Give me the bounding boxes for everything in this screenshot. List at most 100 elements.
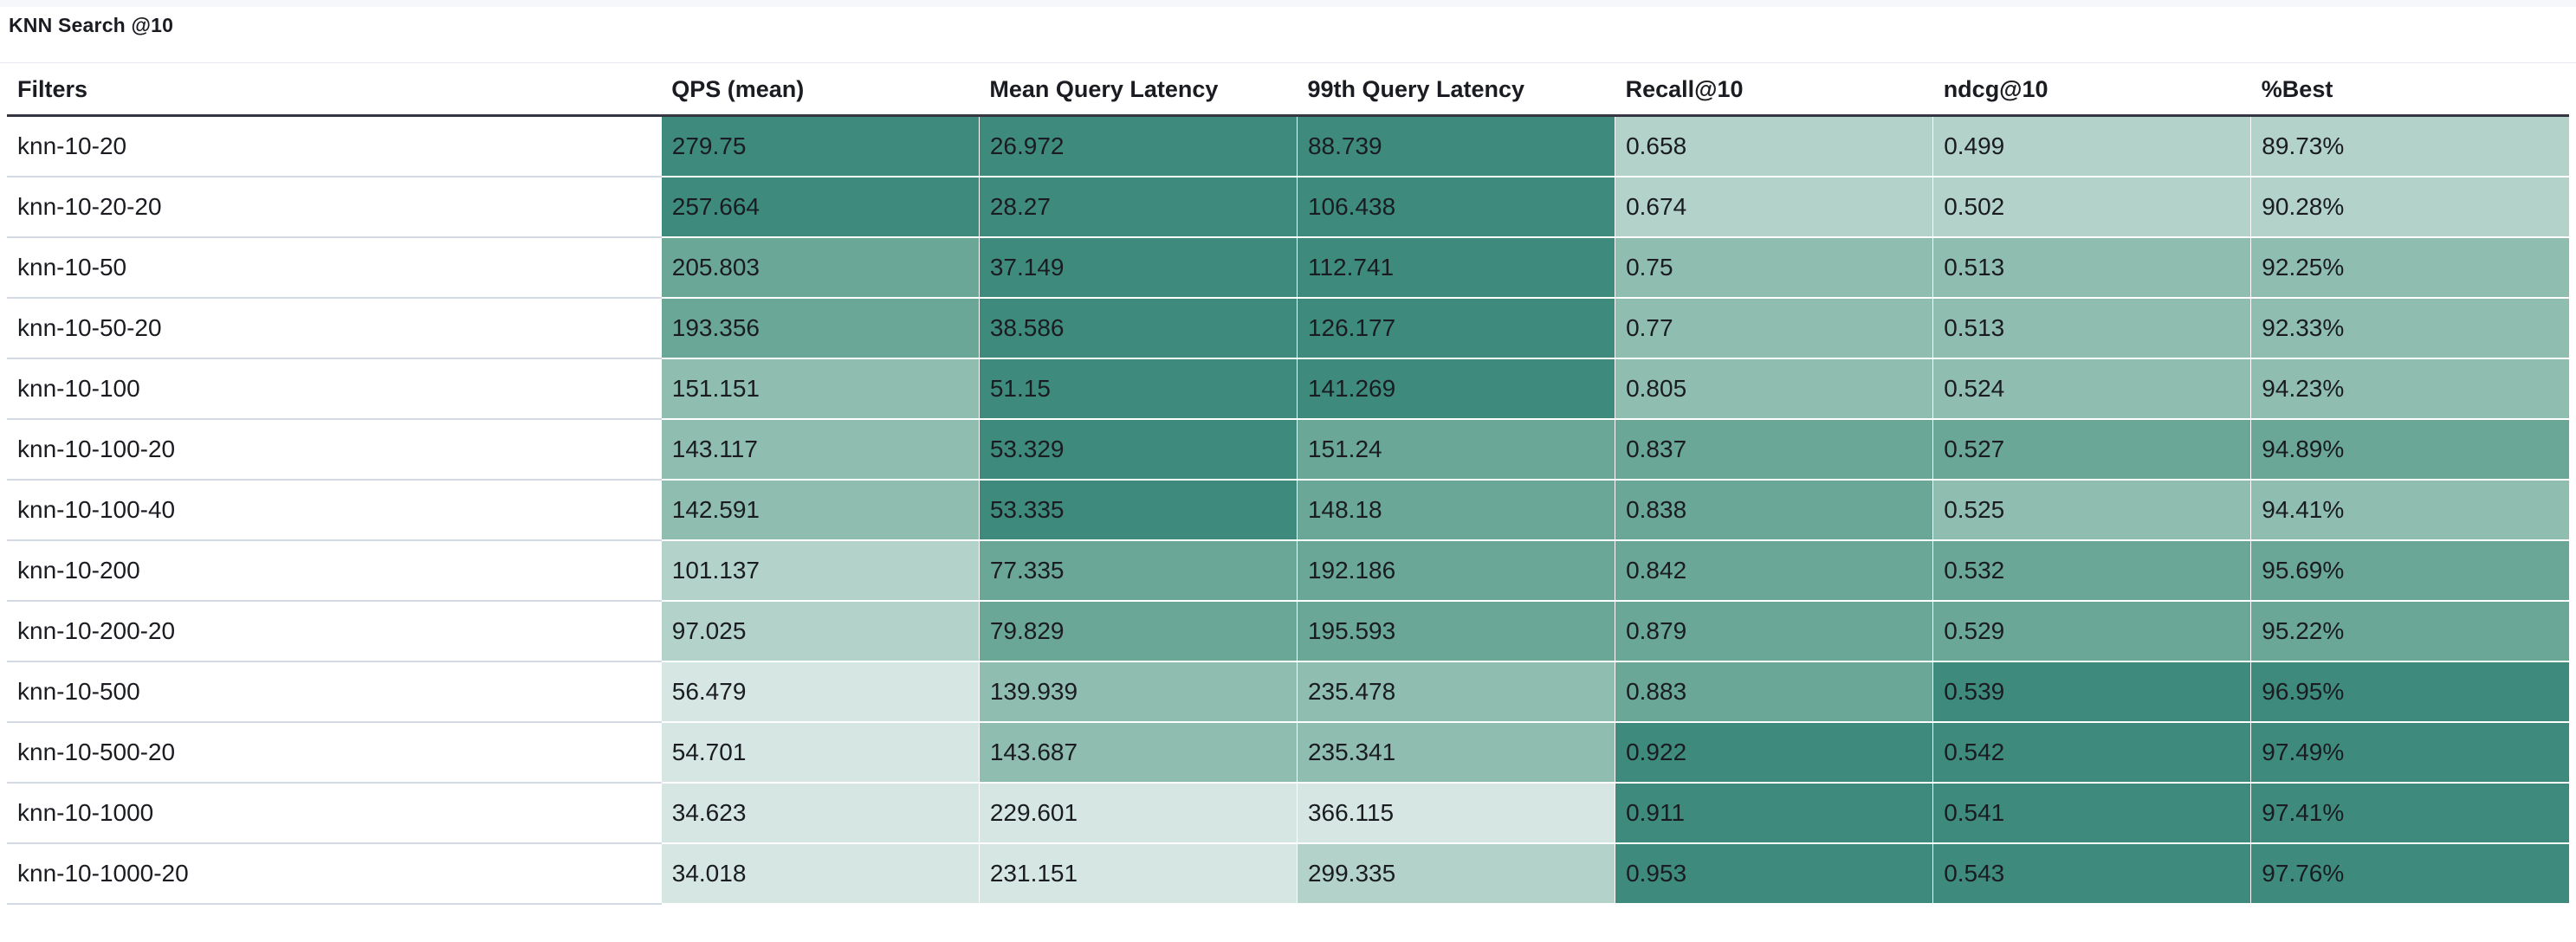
knn-results-table: Filters QPS (mean) Mean Query Latency 99… xyxy=(7,64,2569,905)
filter-name-cell: knn-10-500-20 xyxy=(7,721,662,784)
recall-at-10-cell: 0.658 xyxy=(1615,115,1933,177)
filter-name-cell: knn-10-100 xyxy=(7,358,662,420)
recall-at-10-cell: 0.922 xyxy=(1615,721,1933,784)
99th-query-latency-cell: 366.115 xyxy=(1296,782,1615,844)
qps-mean-cell: 205.803 xyxy=(660,236,980,299)
ndcg-at-10-cell: 0.539 xyxy=(1932,661,2251,723)
table-row: knn-10-100 151.151 51.15 141.269 0.805 0.524 9… xyxy=(7,358,2569,420)
percent-best-cell: 89.73% xyxy=(2250,115,2569,177)
filter-name-cell: knn-10-1000-20 xyxy=(7,842,662,905)
mean-query-latency-cell: 38.586 xyxy=(978,297,1298,359)
column-header-99th-query-latency[interactable]: 99th Query Latency xyxy=(1297,64,1615,117)
column-header-mean-query-latency[interactable]: Mean Query Latency xyxy=(979,64,1298,117)
ndcg-at-10-cell: 0.541 xyxy=(1932,782,2251,844)
column-header-recall-at-10[interactable]: Recall@10 xyxy=(1615,64,1933,117)
table-row: knn-10-1000 34.623 229.601 366.115 0.911 0.54… xyxy=(7,782,2569,844)
ndcg-at-10-cell: 0.532 xyxy=(1932,539,2251,602)
99th-query-latency-cell: 148.18 xyxy=(1296,479,1615,541)
mean-query-latency-cell: 53.335 xyxy=(978,479,1298,541)
table-row: knn-10-200 101.137 77.335 192.186 0.842 0.532… xyxy=(7,539,2569,602)
percent-best-cell: 95.69% xyxy=(2250,539,2569,602)
recall-at-10-cell: 0.953 xyxy=(1615,842,1933,905)
qps-mean-cell: 34.623 xyxy=(660,782,980,844)
qps-mean-cell: 34.018 xyxy=(660,842,980,905)
ndcg-at-10-cell: 0.524 xyxy=(1932,358,2251,420)
table-row: knn-10-20-20 257.664 28.27 106.438 0.674 0.50… xyxy=(7,176,2569,238)
table-row: knn-10-200-20 97.025 79.829 195.593 0.879 0.5… xyxy=(7,600,2569,662)
percent-best-cell: 92.33% xyxy=(2250,297,2569,359)
table-row: knn-10-100-40 142.591 53.335 148.18 0.838 0.5… xyxy=(7,479,2569,541)
recall-at-10-cell: 0.77 xyxy=(1615,297,1933,359)
table-body: knn-10-20 279.75 26.972 88.739 0.658 0.499 89.… xyxy=(7,115,2569,905)
table-row: knn-10-1000-20 34.018 231.151 299.335 0.953 0… xyxy=(7,842,2569,905)
99th-query-latency-cell: 151.24 xyxy=(1296,418,1615,481)
99th-query-latency-cell: 126.177 xyxy=(1296,297,1615,359)
qps-mean-cell: 101.137 xyxy=(660,539,980,602)
filter-name-cell: knn-10-500 xyxy=(7,661,662,723)
qps-mean-cell: 257.664 xyxy=(660,176,980,238)
filter-name-cell: knn-10-200 xyxy=(7,539,662,602)
table-row: knn-10-50-20 193.356 38.586 126.177 0.77 0.51… xyxy=(7,297,2569,359)
99th-query-latency-cell: 106.438 xyxy=(1296,176,1615,238)
recall-at-10-cell: 0.838 xyxy=(1615,479,1933,541)
mean-query-latency-cell: 77.335 xyxy=(978,539,1298,602)
qps-mean-cell: 97.025 xyxy=(660,600,980,662)
recall-at-10-cell: 0.883 xyxy=(1615,661,1933,723)
ndcg-at-10-cell: 0.513 xyxy=(1932,236,2251,299)
percent-best-cell: 96.95% xyxy=(2250,661,2569,723)
qps-mean-cell: 143.117 xyxy=(660,418,980,481)
99th-query-latency-cell: 112.741 xyxy=(1296,236,1615,299)
percent-best-cell: 95.22% xyxy=(2250,600,2569,662)
recall-at-10-cell: 0.837 xyxy=(1615,418,1933,481)
column-header-qps-mean[interactable]: QPS (mean) xyxy=(661,64,980,117)
mean-query-latency-cell: 37.149 xyxy=(978,236,1298,299)
recall-at-10-cell: 0.674 xyxy=(1615,176,1933,238)
percent-best-cell: 92.25% xyxy=(2250,236,2569,299)
99th-query-latency-cell: 235.341 xyxy=(1296,721,1615,784)
mean-query-latency-cell: 231.151 xyxy=(978,842,1298,905)
table-row: knn-10-20 279.75 26.972 88.739 0.658 0.499 89.… xyxy=(7,115,2569,177)
mean-query-latency-cell: 143.687 xyxy=(978,721,1298,784)
mean-query-latency-cell: 53.329 xyxy=(978,418,1298,481)
filter-name-cell: knn-10-20 xyxy=(7,115,662,177)
percent-best-cell: 94.89% xyxy=(2250,418,2569,481)
filter-name-cell: knn-10-100-20 xyxy=(7,418,662,481)
recall-at-10-cell: 0.75 xyxy=(1615,236,1933,299)
ndcg-at-10-cell: 0.513 xyxy=(1932,297,2251,359)
percent-best-cell: 97.49% xyxy=(2250,721,2569,784)
qps-mean-cell: 56.479 xyxy=(660,661,980,723)
panel-title: KNN Search @10 xyxy=(9,14,174,36)
recall-at-10-cell: 0.842 xyxy=(1615,539,1933,602)
99th-query-latency-cell: 141.269 xyxy=(1296,358,1615,420)
ndcg-at-10-cell: 0.543 xyxy=(1932,842,2251,905)
recall-at-10-cell: 0.911 xyxy=(1615,782,1933,844)
percent-best-cell: 94.23% xyxy=(2250,358,2569,420)
ndcg-at-10-cell: 0.529 xyxy=(1932,600,2251,662)
column-header-filters[interactable]: Filters xyxy=(7,64,662,117)
recall-at-10-cell: 0.879 xyxy=(1615,600,1933,662)
percent-best-cell: 97.76% xyxy=(2250,842,2569,905)
filter-name-cell: knn-10-200-20 xyxy=(7,600,662,662)
column-header-ndcg-at-10[interactable]: ndcg@10 xyxy=(1932,64,2251,117)
ndcg-at-10-cell: 0.525 xyxy=(1932,479,2251,541)
99th-query-latency-cell: 235.478 xyxy=(1296,661,1615,723)
ndcg-at-10-cell: 0.502 xyxy=(1932,176,2251,238)
filter-name-cell: knn-10-1000 xyxy=(7,782,662,844)
percent-best-cell: 94.41% xyxy=(2250,479,2569,541)
ndcg-at-10-cell: 0.542 xyxy=(1932,721,2251,784)
table-row: knn-10-500-20 54.701 143.687 235.341 0.922 0.… xyxy=(7,721,2569,784)
column-header-percent-best[interactable]: %Best xyxy=(2250,64,2569,117)
panel-divider xyxy=(0,62,2576,63)
panel-top-strip xyxy=(0,0,2576,7)
qps-mean-cell: 142.591 xyxy=(660,479,980,541)
table-header-row: Filters QPS (mean) Mean Query Latency 99… xyxy=(7,64,2569,117)
table-row: knn-10-50 205.803 37.149 112.741 0.75 0.513 92… xyxy=(7,236,2569,299)
filter-name-cell: knn-10-50 xyxy=(7,236,662,299)
mean-query-latency-cell: 28.27 xyxy=(978,176,1298,238)
qps-mean-cell: 151.151 xyxy=(660,358,980,420)
filter-name-cell: knn-10-50-20 xyxy=(7,297,662,359)
99th-query-latency-cell: 192.186 xyxy=(1296,539,1615,602)
99th-query-latency-cell: 88.739 xyxy=(1296,115,1615,177)
qps-mean-cell: 193.356 xyxy=(660,297,980,359)
filter-name-cell: knn-10-20-20 xyxy=(7,176,662,238)
